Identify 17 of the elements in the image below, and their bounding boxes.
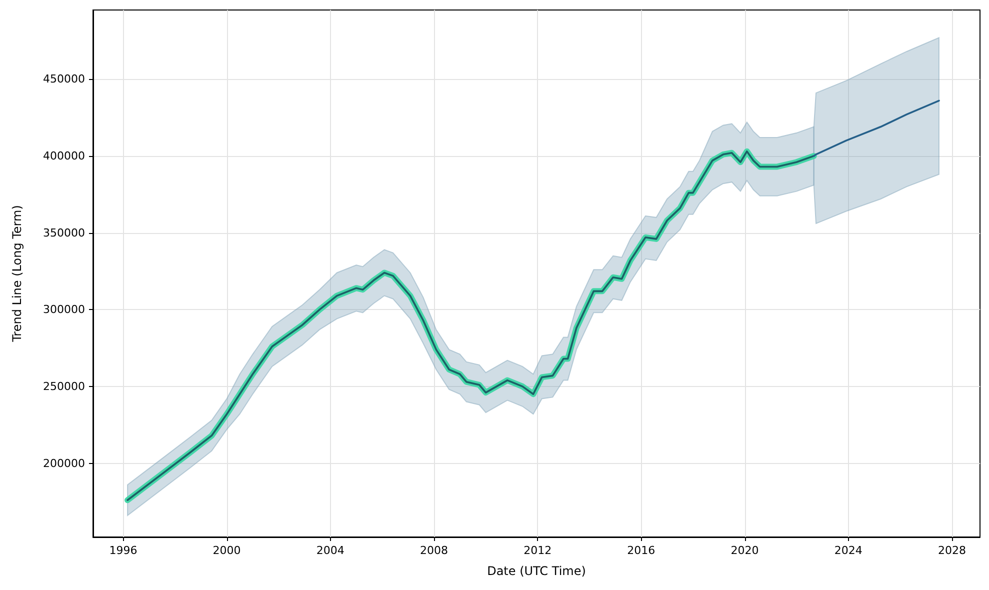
y-tick-label: 200000 [43,456,85,470]
y-tick-label: 350000 [43,226,85,240]
x-tick-label: 2020 [730,544,759,557]
y-tick-label: 400000 [43,149,85,162]
x-tick-label: 2000 [212,544,241,557]
x-tick-label: 2012 [524,544,552,557]
x-tick-label: 2024 [834,544,862,557]
x-tick-label: 1996 [109,544,138,557]
y-tick-label: 450000 [43,72,85,86]
y-tick-label: 300000 [43,303,85,316]
x-tick-label: 2008 [420,544,448,557]
x-tick-label: 2004 [316,544,344,557]
x-tick-label: 2016 [627,544,656,557]
y-axis-title: Trend Line (Long Term) [10,205,24,343]
y-tick-label: 250000 [43,380,85,393]
x-axis-title: Date (UTC Time) [487,564,586,578]
x-tick-label: 2028 [938,544,966,557]
